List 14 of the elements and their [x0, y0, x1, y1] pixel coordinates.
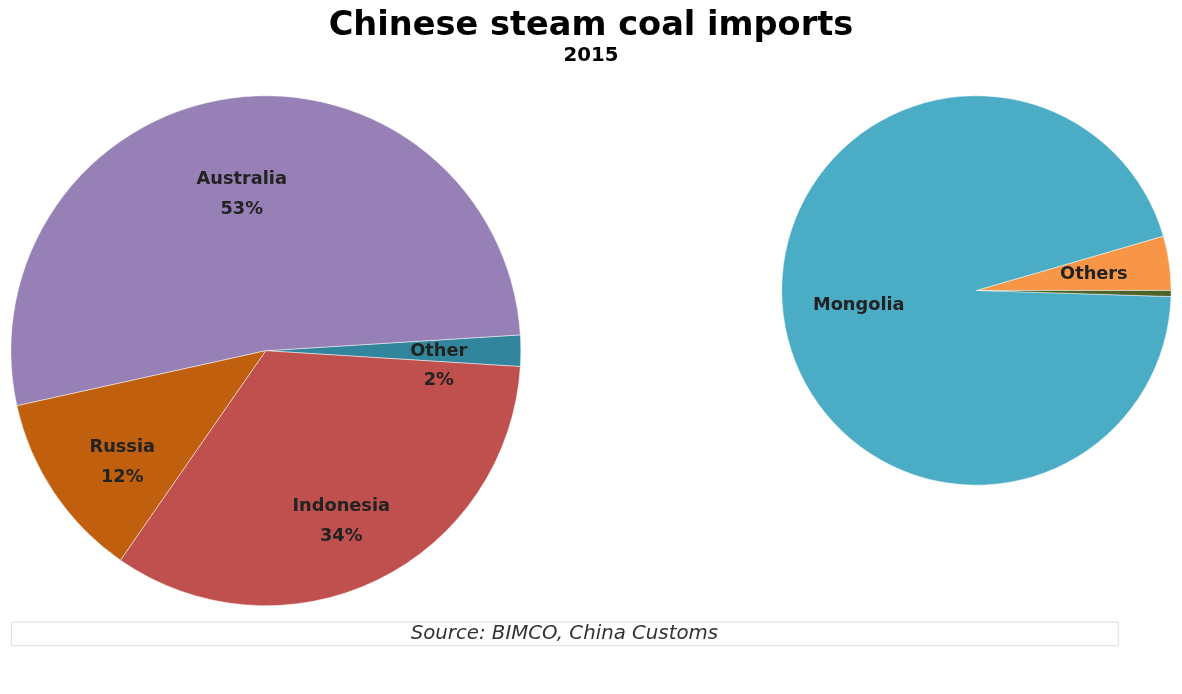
- slice-label: Mongolia: [812, 293, 905, 315]
- data-label: 53%: [220, 197, 264, 219]
- pie-slice: [781, 95, 1172, 486]
- slice-label: Russia: [89, 435, 156, 457]
- text: 2015: [563, 43, 619, 67]
- slice-label: Others: [1060, 261, 1128, 283]
- text: Chinese steam coal imports: [328, 4, 854, 44]
- slice-label: Other: [410, 338, 468, 360]
- data-label: 12%: [100, 464, 144, 486]
- slice-label: Australia: [196, 167, 287, 189]
- source-note: Source: BIMCO, China Customs: [410, 621, 718, 645]
- data-label: 2%: [423, 368, 455, 390]
- data-label: 34%: [319, 523, 363, 545]
- slice-label: Indonesia: [292, 494, 390, 516]
